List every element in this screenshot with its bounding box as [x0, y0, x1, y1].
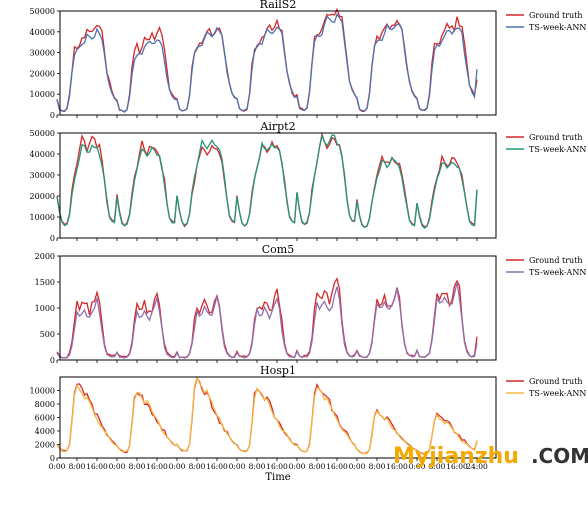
series-line-ground-truth — [56, 277, 478, 359]
x-tick-label: 8:00 — [429, 462, 446, 471]
x-tick-label: 8:00 — [69, 462, 86, 471]
plot-frame — [59, 376, 497, 459]
y-tick-label: 6000 — [35, 414, 55, 423]
plot-frame — [59, 132, 497, 239]
x-tick-label: 8:00 — [249, 462, 266, 471]
series-line-ts-week-ann — [56, 133, 478, 229]
legend-label: TS-week-ANN — [529, 268, 586, 277]
x-tick-label: 8:00 — [189, 462, 206, 471]
y-tick-label: 0 — [50, 454, 55, 463]
x-tick-label: 0:00 — [49, 462, 66, 471]
y-tick-label: 20000 — [30, 69, 55, 78]
x-tick-label: 16:00 — [386, 462, 408, 471]
x-tick-label: 8:00 — [129, 462, 146, 471]
chart-title: RailS2 — [260, 0, 297, 11]
x-tick-label: 16:00 — [326, 462, 348, 471]
series-line-ts-week-ann — [56, 281, 478, 359]
y-tick-label: 2000 — [35, 441, 55, 450]
y-tick-label: 0 — [50, 111, 55, 120]
x-axis-label: Time — [265, 472, 290, 483]
chart-panel-airpt2: Airpt2 0 10000 20000 30000 40000 50000 Ground t… — [30, 120, 587, 243]
y-tick-label: 4000 — [35, 427, 55, 436]
y-tick-label: 0 — [50, 234, 55, 243]
legend: Ground truth TS-week-ANN — [506, 377, 586, 398]
watermark: Myjianzhu .COM — [393, 444, 588, 469]
x-tick-label: 0:00 — [349, 462, 366, 471]
y-tick-label: 40000 — [30, 28, 55, 37]
legend-label: TS-week-ANN — [529, 23, 586, 32]
y-tick-label: 50000 — [30, 7, 55, 16]
x-tick-label: 0:00 — [409, 462, 426, 471]
plot-frame — [59, 10, 497, 116]
series-line-ts-week-ann — [56, 13, 478, 113]
y-tick-label: 20000 — [30, 192, 55, 201]
x-tick-label: 16:00 — [446, 462, 468, 471]
chart-title: Airpt2 — [259, 120, 295, 133]
y-tick-label: 500 — [40, 330, 55, 339]
x-tick-label: 16:00 — [266, 462, 288, 471]
y-tick-label: 10000 — [30, 213, 55, 222]
x-tick-label: 0:00 — [229, 462, 246, 471]
legend-label: Ground truth — [529, 133, 583, 142]
series-line-ts-week-ann — [56, 375, 478, 455]
plot-frame — [59, 255, 497, 361]
legend-label: TS-week-ANN — [529, 145, 586, 154]
legend: Ground truth TS-week-ANN — [506, 11, 586, 32]
y-tick-label: 30000 — [30, 49, 55, 58]
x-tick-label: 16:00 — [86, 462, 108, 471]
legend: Ground truth TS-week-ANN — [506, 133, 586, 154]
x-tick-label: 8:00 — [309, 462, 326, 471]
y-tick-label: 10000 — [30, 387, 55, 396]
chart-title: Com5 — [262, 243, 294, 256]
legend: Ground truth TS-week-ANN — [506, 256, 586, 277]
y-tick-label: 10000 — [30, 90, 55, 99]
chart-panel-rails2: RailS2 0 10000 20000 30000 40000 50000 Ground t… — [30, 0, 587, 120]
y-tick-label: 8000 — [35, 400, 55, 409]
y-tick-label: 2000 — [35, 252, 55, 261]
x-tick-label: 24:00 — [466, 462, 488, 471]
y-tick-label: 1500 — [35, 278, 55, 287]
y-tick-label: 40000 — [30, 150, 55, 159]
legend-label: TS-week-ANN — [529, 389, 586, 398]
watermark-main: Myjianzhu — [393, 444, 519, 469]
y-tick-label: 0 — [50, 356, 55, 365]
watermark-suffix: .COM — [530, 444, 588, 468]
x-tick-label: 0:00 — [289, 462, 306, 471]
legend-label: Ground truth — [529, 11, 583, 20]
series-line-ground-truth — [56, 376, 478, 455]
chart-panel-com5: Com5 0 500 1000 1500 2000 Ground truth TS-week-… — [35, 243, 587, 365]
x-tick-label: 0:00 — [109, 462, 126, 471]
x-tick-label: 16:00 — [206, 462, 228, 471]
y-tick-label: 1000 — [35, 304, 55, 313]
legend-label: Ground truth — [529, 377, 583, 386]
x-tick-label: 8:00 — [369, 462, 386, 471]
chart-panel-hosp1: Hosp1 0 2000 4000 6000 8000 10000 Ground truth T… — [30, 364, 587, 463]
y-tick-label: 30000 — [30, 171, 55, 180]
x-tick-label: 16:00 — [146, 462, 168, 471]
y-tick-label: 50000 — [30, 129, 55, 138]
x-tick-label: 0:00 — [169, 462, 186, 471]
chart-title: Hosp1 — [260, 364, 296, 377]
legend-label: Ground truth — [529, 256, 583, 265]
